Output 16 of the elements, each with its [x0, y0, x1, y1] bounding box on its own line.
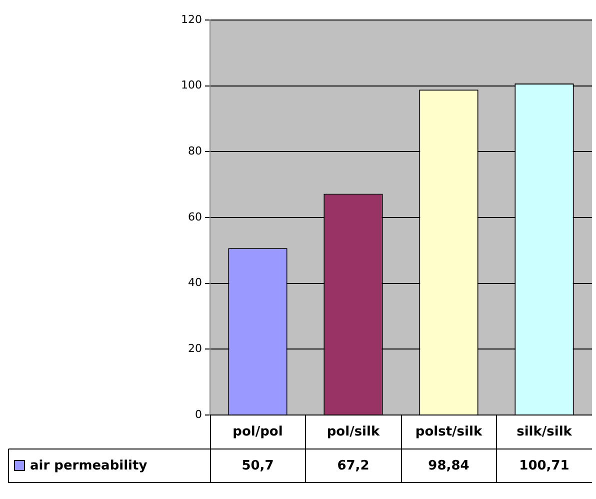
y-tick-label: 40: [188, 276, 202, 290]
y-tick-label: 60: [188, 210, 202, 224]
y-tick-label: 20: [188, 342, 202, 356]
y-tick-label: 0: [194, 408, 202, 421]
x-tick-label: pol/silk: [326, 424, 380, 440]
y-tick-label: 120: [180, 12, 202, 26]
data-label: 100,71: [519, 458, 570, 474]
x-tick-label: silk/silk: [516, 424, 572, 440]
x-tick-label: pol/pol: [232, 424, 283, 440]
data-label: 98,84: [428, 458, 470, 474]
data-label: 67,2: [337, 458, 370, 474]
x-tick-label: polst/silk: [415, 424, 482, 440]
y-tick-label: 80: [188, 144, 202, 158]
y-tick-label: 100: [180, 78, 202, 92]
legend-label: air permeability: [30, 458, 148, 474]
data-label: 50,7: [242, 458, 274, 474]
